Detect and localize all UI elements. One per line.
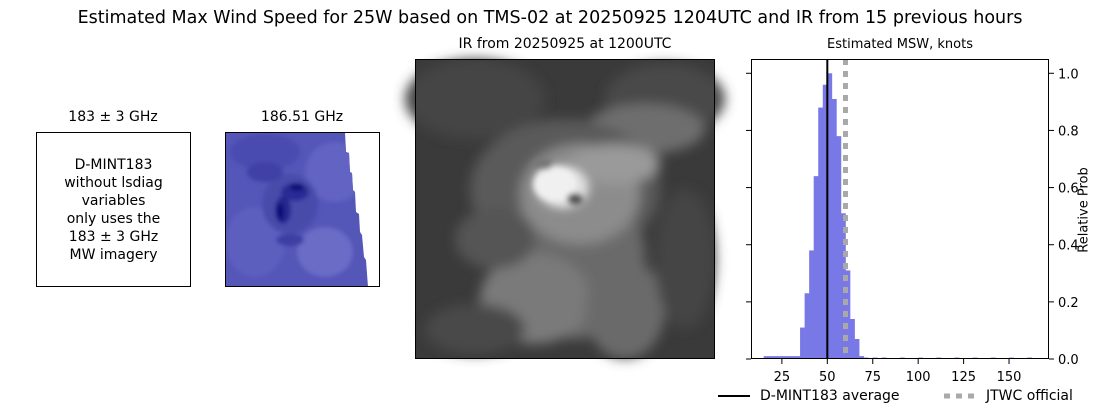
histogram-bar [813, 176, 819, 359]
x-tick-label: 100 [906, 370, 931, 385]
x-tick-label: 25 [774, 370, 791, 385]
histogram-bar [840, 213, 846, 359]
note-line: only uses the [66, 211, 161, 227]
ir-satellite-image [405, 59, 725, 359]
msw-histogram: 25 50 75 100 125 150 0.0 0.2 0.4 0.6 0.8 1.0 [746, 59, 1079, 385]
histogram-bar [809, 250, 814, 359]
panel-183-box: D-MINT183 without lsdiag variables only use… [36, 132, 191, 287]
legend-official-label: JTWC official [986, 388, 1073, 404]
histogram-bar [763, 356, 769, 359]
note-line: MW imagery [69, 247, 158, 263]
histogram-bar [831, 99, 837, 359]
panel-186-title: 186.51 GHz [260, 109, 344, 125]
y-tick-label: 0.8 [1058, 124, 1079, 139]
histogram-bar [777, 356, 783, 359]
note-line: 183 ± 3 GHz [68, 229, 159, 245]
histogram-bar [800, 327, 805, 359]
panel-183-title: 183 ± 3 GHz [68, 109, 158, 125]
y-tick-label: 0.0 [1058, 353, 1079, 368]
histogram-bar [790, 356, 796, 359]
histogram-bar [827, 73, 833, 360]
histogram-bar [804, 293, 810, 359]
histogram-bar [822, 84, 828, 359]
y-tick-label: 0.4 [1058, 239, 1079, 254]
y-tick-label: 0.2 [1058, 296, 1079, 311]
legend-average-label: D-MINT183 average [760, 388, 900, 404]
y-tick-label: 0.6 [1058, 182, 1079, 197]
panel-ir-title: IR from 20250925 at 1200UTC [458, 36, 672, 52]
panel-183-note: D-MINT183 without lsdiag variables only use… [37, 156, 190, 264]
legend-official-swatch [944, 393, 976, 399]
histogram-bar [859, 356, 864, 359]
microwave-image-186 [225, 132, 380, 287]
histogram-bar [854, 339, 860, 359]
chart-title: Estimated MSW, knots [827, 37, 973, 52]
y-tick-label: 1.0 [1058, 67, 1079, 82]
figure-title: Estimated Max Wind Speed for 25W based o… [77, 8, 1023, 28]
histogram-bars [763, 73, 1033, 360]
histogram-bar [786, 356, 792, 359]
x-tick-label: 75 [864, 370, 881, 385]
histogram-bar [850, 319, 855, 359]
x-axis: 25 50 75 100 125 150 [774, 359, 1022, 385]
note-line: D-MINT183 [74, 157, 153, 173]
histogram-bar [772, 356, 778, 359]
plot-frame [751, 59, 1049, 359]
note-line: variables [81, 193, 146, 209]
y-axis-label: Relative Prob [1076, 167, 1092, 253]
histogram-bar [818, 107, 824, 359]
legend-average-swatch [718, 395, 750, 397]
histogram-bar [781, 356, 787, 359]
histogram-bar [836, 136, 842, 359]
note-line: without lsdiag [64, 175, 163, 191]
x-tick-label: 150 [997, 370, 1022, 385]
x-tick-label: 125 [951, 370, 976, 385]
x-tick-label: 50 [819, 370, 836, 385]
histogram-bar [768, 356, 774, 359]
y-axis: 0.0 0.2 0.4 0.6 0.8 1.0 [746, 67, 1079, 368]
histogram-bar [795, 356, 801, 359]
